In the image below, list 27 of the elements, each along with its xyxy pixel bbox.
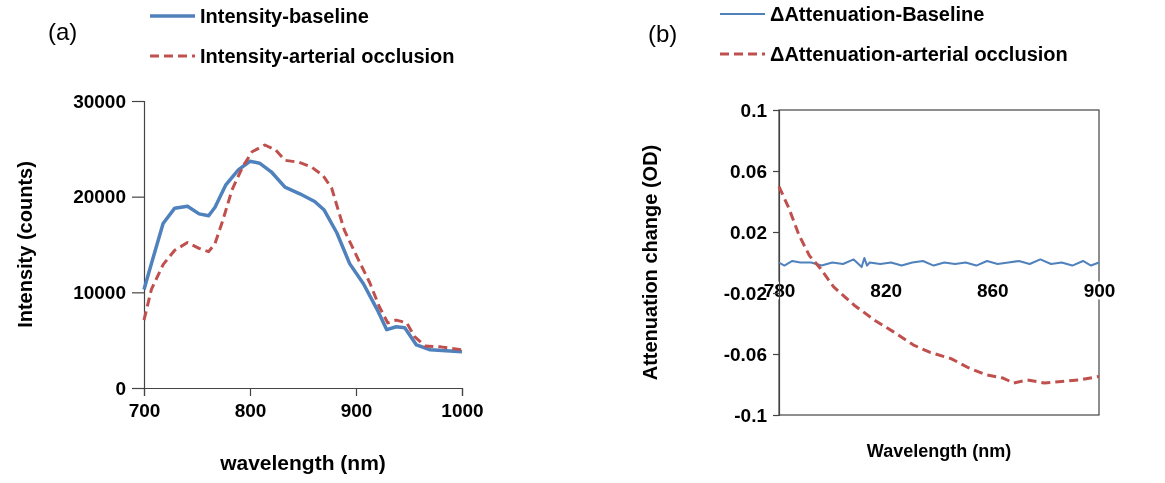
line-series [778,256,1100,269]
y-tick-label: 0.1 [740,99,768,121]
text: (b) [648,20,678,47]
x-axis-title: wavelength (nm) [219,451,386,474]
y-axis-title: Attenuation change (OD) [639,144,661,381]
text: (a) [48,18,78,45]
y-axis-title: Intensity (counts) [14,161,36,328]
x-tick-label: 700 [128,400,161,422]
y-tick-label: -0.1 [734,404,768,426]
y-tick-label: -0.06 [723,343,767,365]
legend-label: Intensity-arterial occlusion [200,45,455,67]
legend-label: ΔAttenuation-Baseline [770,3,985,25]
x-tick-label: 900 [1083,279,1116,301]
x-axis-title: Wavelength (nm) [866,441,1012,461]
x-tick-label: 860 [976,279,1009,301]
y-tick-label: 10000 [73,281,126,303]
y-tick-label: 0 [115,377,126,399]
y-tick-label: 30000 [73,90,126,112]
y-tick-label: 0.02 [730,221,767,243]
y-tick-label: 0.06 [730,160,767,182]
legend-label: Intensity-baseline [200,5,369,27]
x-tick-label: 900 [340,400,373,422]
y-tick-label: 20000 [73,186,126,208]
x-tick-label: 820 [870,279,903,301]
x-tick-label: 800 [234,400,267,422]
legend-label: ΔAttenuation-arterial occlusion [770,43,1068,65]
x-tick-label: 1000 [441,400,484,422]
